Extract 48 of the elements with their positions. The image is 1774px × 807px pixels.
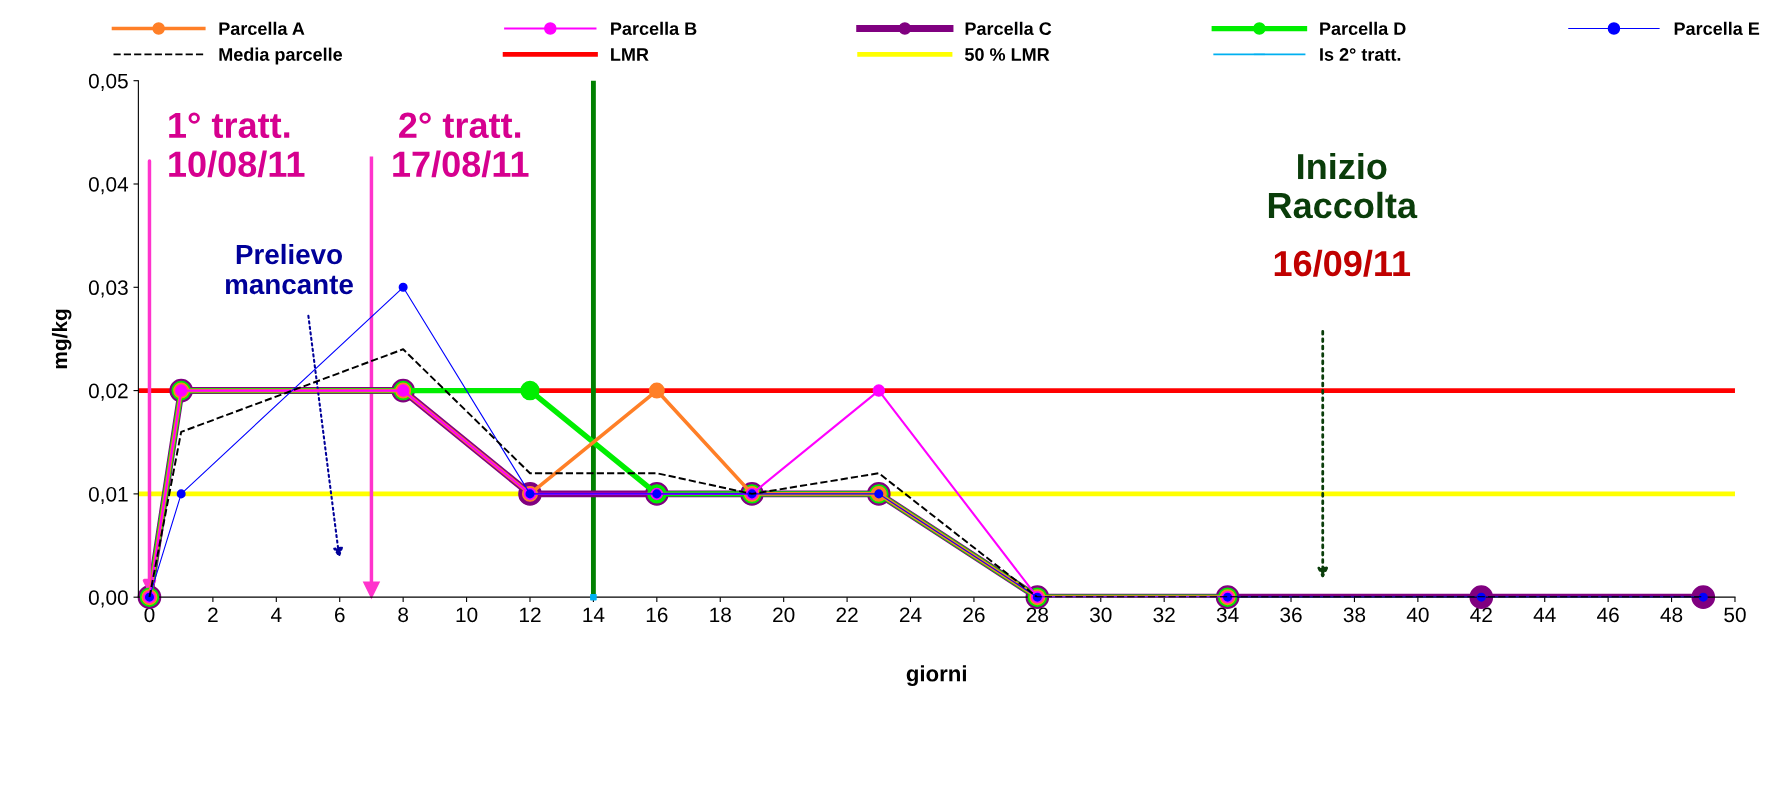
y-tick-label: 0,03 [88, 280, 128, 298]
y-tick-label: 0,00 [88, 590, 128, 608]
legend-label: Parcella B [611, 21, 697, 36]
legend-label: Parcella C [965, 21, 1052, 36]
legend-label: Media parcelle [219, 47, 343, 65]
annotation: 16/09/11 [1274, 249, 1411, 277]
x-tick-label: 16 [646, 607, 668, 623]
x-tick-label: 4 [271, 607, 282, 622]
x-tick-label: 24 [899, 607, 922, 622]
annotation: 1° tratt. 10/08/11 [169, 112, 305, 178]
x-tick-label: 14 [583, 607, 605, 622]
x-tick-label: 50 [1724, 607, 1746, 623]
annotation: Prelievo mancante [225, 243, 353, 295]
ref-line-label: 2° tratt. 17/08/11 [393, 112, 529, 178]
y-tick-label: 0,04 [88, 177, 129, 195]
x-tick-label: 18 [710, 607, 731, 623]
x-tick-label: 38 [1343, 607, 1366, 623]
x-tick-label: 46 [1597, 607, 1619, 623]
x-tick-label: 6 [335, 607, 345, 623]
x-tick-label: 44 [1533, 607, 1556, 622]
legend-label: LMR [611, 48, 649, 61]
x-tick-label: 36 [1280, 607, 1302, 623]
x-tick-label: 28 [1026, 607, 1049, 623]
x-tick-label: 0 [144, 607, 155, 623]
y-tick-label: 0,05 [88, 73, 128, 91]
x-tick-label: 12 [519, 607, 541, 622]
x-tick-label: 30 [1089, 607, 1112, 623]
x-tick-label: 40 [1406, 607, 1429, 623]
y-tick-label: 0,02 [88, 383, 128, 401]
legend-label: Parcella A [219, 21, 305, 36]
x-tick-label: 32 [1153, 607, 1175, 623]
legend-label: 50 % LMR [964, 48, 1050, 61]
legend-label: Parcella E [1674, 21, 1760, 36]
x-tick-label: 22 [836, 607, 858, 622]
x-tick-label: 20 [773, 607, 795, 623]
x-tick-label: 26 [963, 607, 985, 623]
legend-label: Parcella D [1320, 21, 1406, 36]
annotation: Inizio Raccolta [1268, 152, 1418, 219]
x-tick-label: 34 [1216, 607, 1239, 623]
y-axis-title: mg/kg [51, 309, 72, 369]
y-tick-label: 0,01 [88, 486, 128, 505]
x-tick-label: 2 [208, 607, 218, 622]
x-tick-label: 42 [1470, 607, 1492, 622]
x-axis-title: giorni [906, 665, 966, 687]
x-tick-label: 48 [1660, 607, 1683, 623]
x-tick-label: 10 [456, 607, 478, 623]
legend-label: Is 2° tratt. [1320, 48, 1401, 61]
x-tick-label: 8 [398, 607, 409, 623]
